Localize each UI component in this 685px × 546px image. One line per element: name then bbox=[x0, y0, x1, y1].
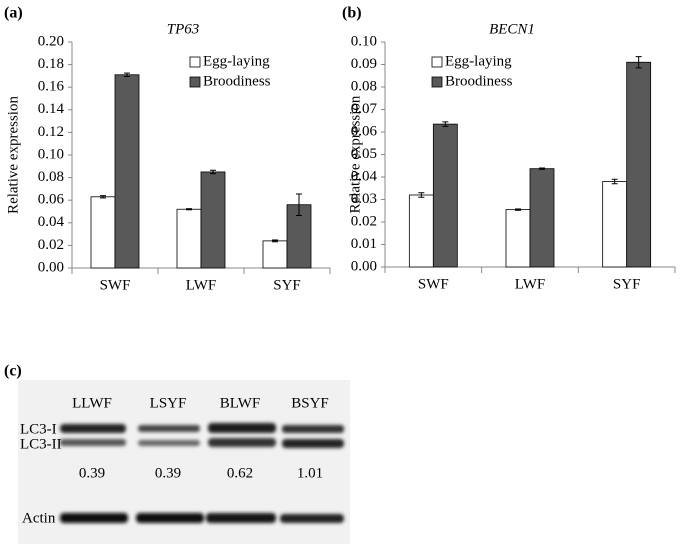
lane-label: BLWF bbox=[220, 395, 261, 411]
error-bar bbox=[442, 121, 449, 127]
bar bbox=[176, 208, 202, 269]
y-tick-label: 0.03 bbox=[351, 191, 377, 207]
error-bar bbox=[210, 169, 216, 175]
legend-swatch bbox=[431, 56, 443, 68]
error-bar bbox=[296, 193, 302, 216]
loading-label: Actin bbox=[22, 510, 56, 526]
error-bar bbox=[272, 239, 278, 243]
error-bar bbox=[539, 167, 545, 170]
y-tick-label: 0.00 bbox=[38, 259, 64, 275]
chart-title: BECN1 bbox=[489, 21, 535, 37]
ratio-label: 0.62 bbox=[227, 465, 253, 481]
y-tick-label: 0.16 bbox=[38, 79, 65, 95]
x-tick-label: SWF bbox=[418, 276, 449, 292]
error-bar bbox=[611, 178, 618, 185]
legend-label: Egg-laying bbox=[445, 53, 512, 69]
error-bar bbox=[186, 208, 192, 211]
bar bbox=[505, 209, 531, 268]
bar bbox=[90, 196, 116, 269]
y-tick-label: 0.10 bbox=[38, 146, 64, 162]
blot-bands bbox=[60, 423, 344, 523]
bar bbox=[529, 168, 555, 268]
ratio-label: 0.39 bbox=[79, 465, 105, 481]
x-tick-label: SWF bbox=[100, 277, 131, 293]
bar bbox=[408, 194, 434, 268]
y-tick-label: 0.20 bbox=[38, 33, 64, 49]
lane-label: LLWF bbox=[72, 395, 112, 411]
error-bar bbox=[515, 208, 521, 211]
y-tick-label: 0.02 bbox=[38, 237, 64, 253]
y-tick-label: 0.10 bbox=[351, 33, 377, 49]
lane-label: BSYF bbox=[291, 395, 329, 411]
chart-title: TP63 bbox=[167, 21, 200, 37]
x-tick-label: LWF bbox=[515, 276, 546, 292]
bar bbox=[602, 181, 628, 268]
error-bar bbox=[635, 56, 642, 69]
x-tick-label: SYF bbox=[613, 276, 641, 292]
y-tick-label: 0.04 bbox=[351, 168, 378, 184]
y-tick-label: 0.14 bbox=[38, 101, 65, 117]
y-tick-label: 0.18 bbox=[38, 56, 64, 72]
legend-swatch bbox=[431, 76, 443, 88]
legend-label: Egg-laying bbox=[203, 53, 270, 69]
ratio-label: 1.01 bbox=[297, 465, 323, 481]
panel-label: (c) bbox=[4, 363, 22, 380]
lane-label: LSYF bbox=[150, 395, 187, 411]
panel-label: (b) bbox=[342, 5, 362, 22]
y-tick-label: 0.12 bbox=[38, 124, 64, 140]
y-tick-label: 0.02 bbox=[351, 213, 377, 229]
y-tick-label: 0.05 bbox=[351, 146, 377, 162]
y-axis-label: Relative expression bbox=[5, 96, 21, 214]
y-tick-label: 0.06 bbox=[351, 123, 378, 139]
legend-label: Broodiness bbox=[203, 73, 271, 89]
band-label: LC3-II bbox=[20, 436, 62, 452]
bar bbox=[114, 74, 140, 269]
bar bbox=[432, 123, 458, 268]
panel-label: (a) bbox=[4, 5, 23, 22]
bar bbox=[626, 61, 652, 268]
error-bar bbox=[418, 192, 425, 198]
bar bbox=[200, 171, 226, 269]
error-bar bbox=[124, 72, 130, 77]
legend-swatch bbox=[189, 76, 201, 88]
x-tick-label: SYF bbox=[273, 277, 301, 293]
band-label: LC3-I bbox=[20, 421, 57, 437]
ratio-label: 0.39 bbox=[155, 465, 181, 481]
y-tick-label: 0.04 bbox=[38, 214, 65, 230]
y-tick-label: 0.06 bbox=[38, 192, 65, 208]
y-tick-label: 0.01 bbox=[351, 236, 377, 252]
y-tick-label: 0.00 bbox=[351, 258, 377, 274]
y-tick-label: 0.08 bbox=[351, 78, 377, 94]
x-tick-label: LWF bbox=[186, 277, 217, 293]
legend-label: Broodiness bbox=[445, 73, 513, 89]
y-axis-label: Relative expression bbox=[347, 95, 363, 213]
y-tick-label: 0.09 bbox=[351, 56, 377, 72]
y-tick-label: 0.08 bbox=[38, 169, 64, 185]
y-tick-label: 0.07 bbox=[351, 101, 378, 117]
legend-swatch bbox=[189, 56, 201, 68]
error-bar bbox=[100, 195, 106, 199]
bar bbox=[262, 240, 288, 269]
